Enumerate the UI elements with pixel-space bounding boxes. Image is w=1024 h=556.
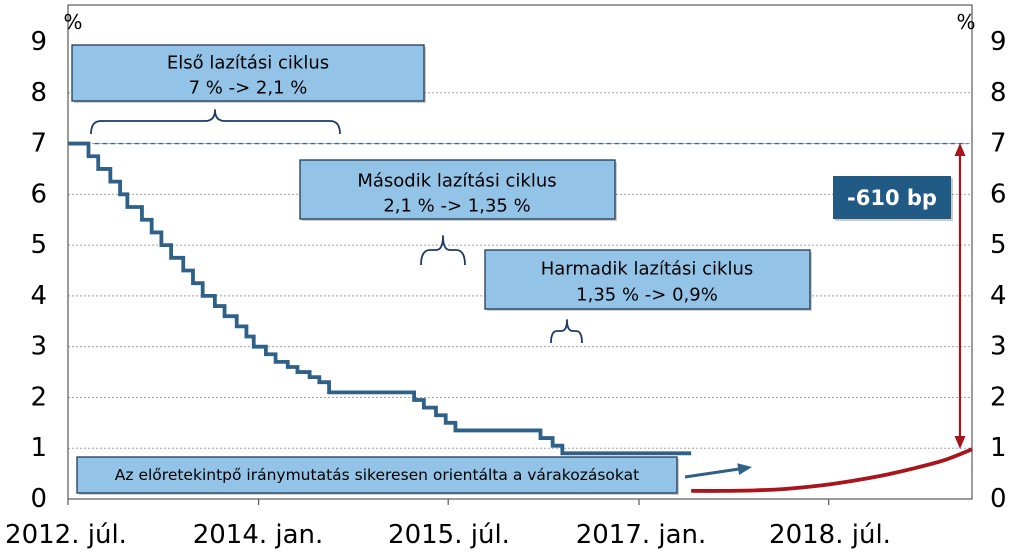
annotation-cycle-2: Második lazítási ciklus 2,1 % -> 1,35 % [299,159,617,221]
red-series-line [691,447,973,493]
cycle-2-title: Második lazítási ciklus [357,171,556,192]
y-tick-label-left: 2 [30,382,47,412]
guidance-note-arrow-shaft [684,467,740,479]
y-tick-label-right: 8 [990,78,1007,108]
annotation-box-cycle-2 [299,159,616,220]
plot-frame [67,4,973,500]
y-tick-label-right: 3 [990,332,1007,362]
x-tick-label: 2018. júl. [769,520,891,550]
total-change-arrow-head-bottom [954,436,966,449]
cycle-1-change: 7 % -> 2,1 % [189,78,308,99]
y-tick-label-left: 1 [30,433,47,463]
x-tick-label: 2012. júl. [5,520,127,550]
y-tick-label-left: 8 [30,78,47,108]
y-tick-label-left: 6 [30,179,47,209]
total-change-annotation: -610 bp [833,143,966,449]
y-tick-label-right: 4 [990,281,1007,311]
total-change-label: -610 bp [847,186,937,210]
y-tick-label-right: 0 [990,484,1007,514]
guidance-note-text: Az előretekintpő iránymutatás sikeresen … [115,466,639,484]
guidance-note: Az előretekintpő iránymutatás sikeresen … [76,456,752,495]
guidance-note-box [76,456,678,494]
series-layer [68,141,973,493]
x-tick-label: 2015. júl. [388,520,510,550]
total-change-badge [833,176,951,219]
y-tick-label-right: 7 [990,129,1007,159]
annotation-box-cycle-1 [71,44,425,102]
cycle-2-change: 2,1 % -> 1,35 % [383,196,530,217]
y-tick-label-left: 3 [30,332,47,362]
y-tick-label-right: 1 [990,433,1007,463]
cycle-1-brace [90,109,341,135]
y-axis-unit-right: % [956,10,975,34]
x-tick-labels: 2012. júl. 2014. jan. 2015. júl. 2017. j… [5,520,891,550]
x-tick-label: 2014. jan. [193,520,324,550]
cycle-3-title: Harmadik lazítási ciklus [541,259,754,280]
y-tick-labels: 0 0 1 1 2 2 3 3 4 4 5 5 6 6 7 7 8 8 9 9 [30,27,1006,514]
y-tick-label-left: 9 [30,27,47,57]
y-tick-label-right: 6 [990,179,1007,209]
total-change-arrow-head-top [954,143,966,156]
cycle-3-change: 1,35 % -> 0,9% [576,285,718,306]
y-tick-label-right: 9 [990,27,1007,57]
y-tick-label-left: 5 [30,230,47,260]
cycle-1-title: Első lazítási ciklus [167,53,329,74]
y-tick-label-left: 0 [30,484,47,514]
x-tick-marks [67,499,830,505]
annotation-cycle-3: Harmadik lazítási ciklus 1,35 % -> 0,9% [484,249,812,311]
y-tick-label-right: 5 [990,230,1007,260]
cycle-2-brace [420,235,466,266]
blue-series-line [68,141,692,456]
x-tick-label: 2017. jan. [576,520,707,550]
guidance-note-arrow-head [737,463,752,475]
y-tick-label-left: 7 [30,129,47,159]
cycle-3-brace [550,319,583,344]
annotation-box-cycle-3 [484,249,811,310]
y-tick-label-left: 4 [30,281,47,311]
annotation-cycle-1: Első lazítási ciklus 7 % -> 2,1 % [71,44,426,103]
y-axis-unit-left: % [63,10,82,34]
y-tick-label-right: 2 [990,382,1007,412]
